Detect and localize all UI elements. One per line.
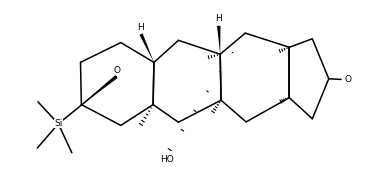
Text: O: O (113, 66, 120, 75)
Text: O: O (344, 75, 351, 84)
Text: HO: HO (160, 155, 174, 164)
Polygon shape (140, 33, 154, 62)
Polygon shape (82, 75, 118, 105)
Text: Si: Si (54, 119, 62, 128)
Text: H: H (138, 23, 144, 31)
Text: H: H (215, 14, 222, 23)
Polygon shape (217, 26, 221, 54)
